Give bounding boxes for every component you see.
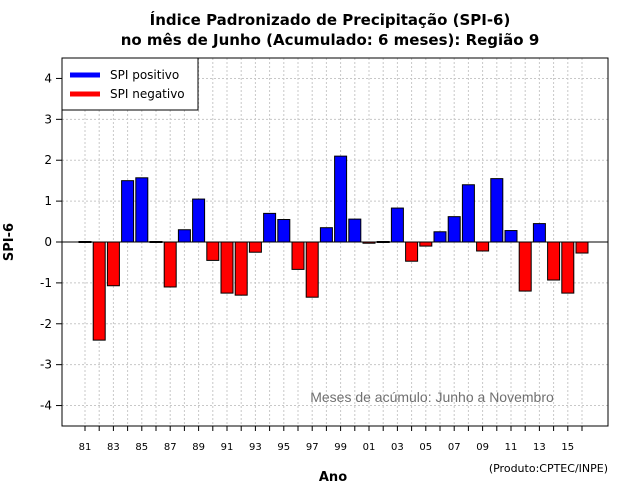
x-tick-label: 15 (561, 442, 574, 453)
bar-1985 (135, 177, 149, 243)
y-tick-label: 0 (44, 235, 52, 249)
bar-2009 (476, 241, 490, 252)
bar-1982 (92, 241, 106, 341)
x-tick-label: 13 (533, 442, 546, 453)
x-tick-label: 01 (363, 442, 376, 453)
bar-1993 (248, 241, 262, 253)
chart-title: Índice Padronizado de Precipitação (SPI-… (150, 10, 511, 29)
y-tick-label: 2 (44, 153, 52, 167)
bar-1996 (291, 241, 305, 270)
chart-subtitle: no mês de Junho (Acumulado: 6 meses): Re… (121, 31, 540, 49)
bar-2001 (362, 241, 376, 244)
x-tick-label: 93 (249, 442, 262, 453)
bar-1990 (206, 241, 220, 261)
x-tick-label: 91 (221, 442, 234, 453)
bar-1987 (163, 241, 177, 288)
bar-1983 (106, 241, 120, 287)
bar-2014 (547, 241, 561, 281)
bar-2008 (461, 184, 475, 243)
bar-1997 (305, 241, 319, 298)
y-tick-label: -2 (40, 317, 52, 331)
bar-1994 (263, 212, 277, 243)
bar-1995 (277, 219, 291, 243)
x-tick-label: 07 (448, 442, 461, 453)
legend: SPI positivo SPI negativo (61, 57, 199, 111)
y-axis-ticks: -4 -3 -2 -1 0 1 2 3 4 (40, 71, 62, 413)
x-axis-label: Ano (319, 470, 347, 485)
bar-2005 (419, 241, 433, 247)
y-tick-label: -1 (40, 276, 52, 290)
y-tick-label: 4 (44, 71, 52, 85)
bar-2002 (376, 241, 390, 243)
x-tick-label: 99 (334, 442, 347, 453)
bar-2013 (532, 223, 546, 243)
bar-1999 (334, 155, 348, 243)
bar-1992 (234, 241, 248, 296)
bars (78, 155, 589, 341)
bar-1989 (192, 198, 206, 243)
bar-1998 (319, 227, 333, 243)
bar-2006 (433, 231, 447, 243)
bar-2000 (348, 218, 362, 243)
legend-label-negative: SPI negativo (110, 87, 185, 101)
bar-1986 (149, 241, 163, 243)
y-tick-label: 3 (44, 112, 52, 126)
y-axis-label: SPI-6 (2, 223, 17, 261)
x-tick-label: 09 (476, 442, 489, 453)
plot-frame (61, 57, 609, 427)
y-tick-label: -3 (40, 358, 52, 372)
bar-1988 (177, 229, 191, 243)
bar-2012 (518, 241, 532, 292)
bar-2007 (447, 216, 461, 243)
x-tick-label: 89 (192, 442, 205, 453)
bar-2011 (504, 230, 518, 243)
legend-label-positive: SPI positivo (110, 68, 179, 82)
x-tick-label: 97 (306, 442, 319, 453)
x-tick-label: 83 (107, 442, 120, 453)
credit-text: (Produto:CPTEC/INPE) (489, 462, 608, 475)
bar-1991 (220, 241, 234, 294)
annotation-text: Meses de acúmulo: Junho a Novembro (310, 389, 554, 405)
bar-2010 (490, 178, 504, 243)
x-tick-label: 95 (277, 442, 290, 453)
bar-2004 (405, 241, 419, 262)
x-axis-ticks: 81 83 85 87 89 91 93 95 97 99 01 03 05 07 09 11 13 15 (79, 426, 583, 453)
y-tick-label: -4 (40, 399, 52, 413)
legend-box (61, 57, 199, 111)
bar-1984 (121, 180, 135, 243)
x-tick-label: 81 (79, 442, 92, 453)
x-tick-label: 87 (164, 442, 177, 453)
x-tick-label: 03 (391, 442, 404, 453)
x-tick-label: 11 (505, 442, 518, 453)
bar-2003 (390, 207, 404, 243)
x-tick-label: 85 (135, 442, 148, 453)
bar-2015 (561, 241, 575, 294)
bar-1981 (78, 241, 92, 243)
y-tick-label: 1 (44, 194, 52, 208)
bar-2016 (575, 241, 589, 254)
x-tick-label: 05 (419, 442, 432, 453)
